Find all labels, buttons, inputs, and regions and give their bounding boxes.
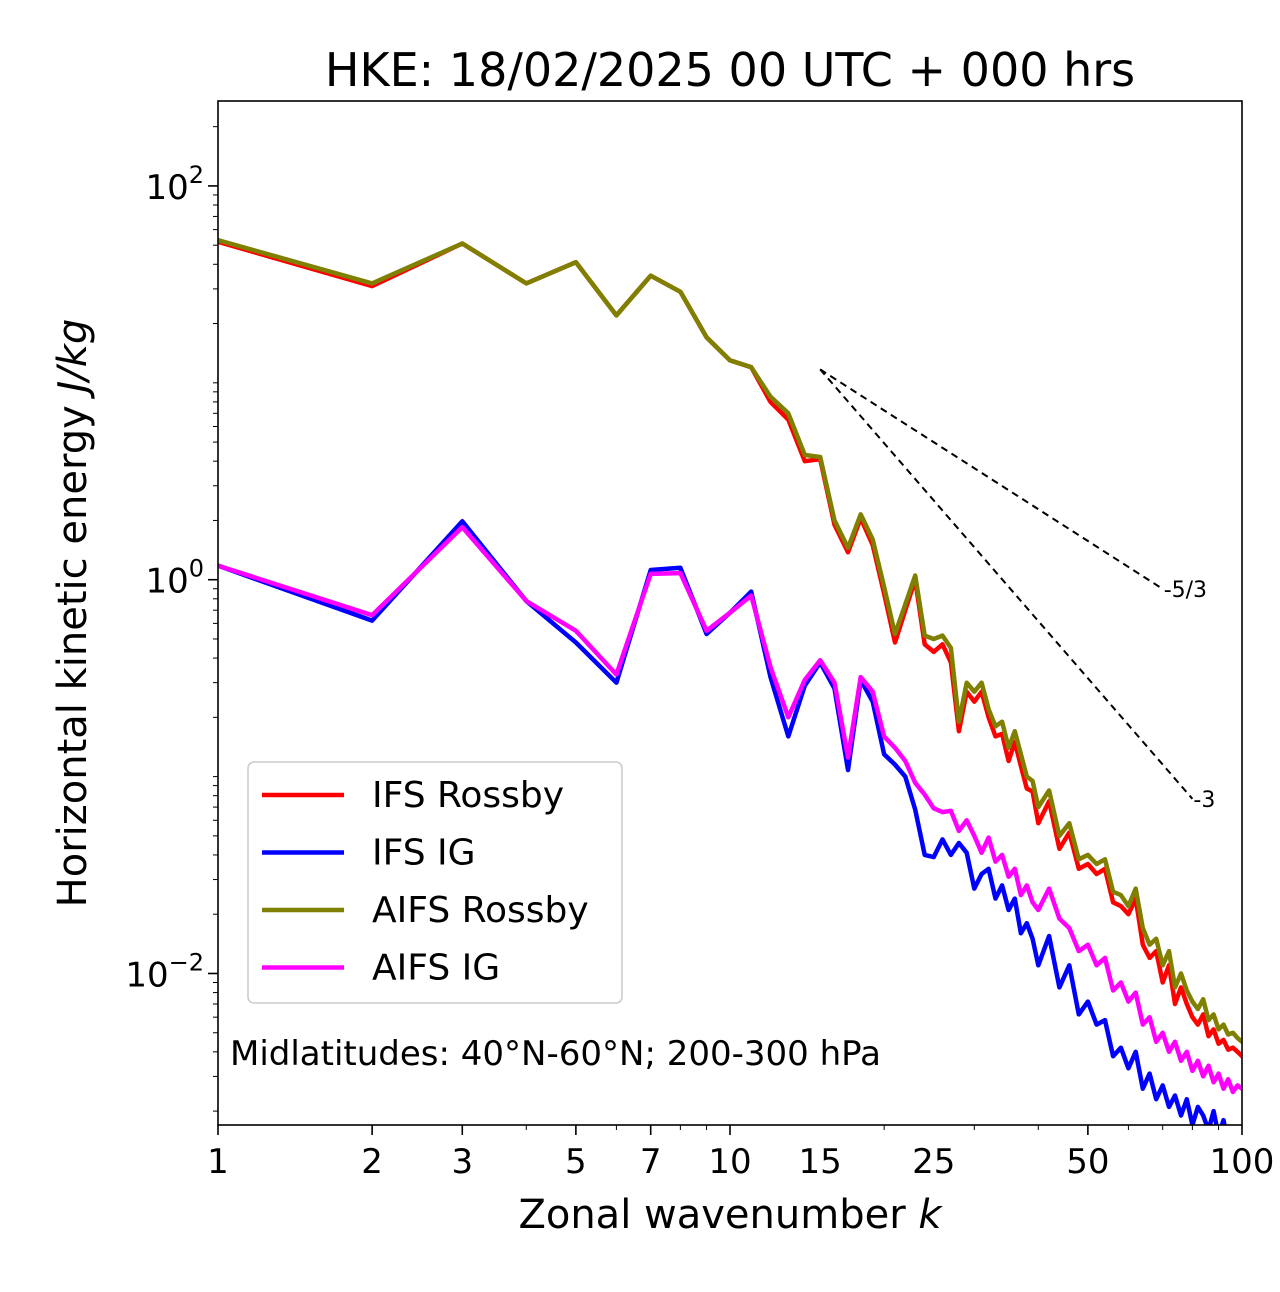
reference-line-label: -3 <box>1193 788 1215 813</box>
x-tick-label: 10 <box>708 1142 751 1182</box>
x-tick-label: 5 <box>565 1142 587 1182</box>
axis-ticks <box>208 126 1243 1135</box>
x-tick-label: 25 <box>912 1142 955 1182</box>
x-axis-label-text: Zonal wavenumber <box>518 1192 906 1238</box>
legend-box <box>247 761 623 1004</box>
region-annotation: Midlatitudes: 40°N-60°N; 200-300 hPa <box>230 1034 881 1074</box>
legend-label: AIFS Rossby <box>372 890 589 931</box>
x-tick-label: 3 <box>451 1142 473 1182</box>
reference-line-label: -5/3 <box>1164 578 1207 603</box>
reference-line <box>819 368 1164 590</box>
y-axis-label-text: Horizontal kinetic energy <box>50 405 96 907</box>
reference-line <box>819 368 1194 800</box>
reference-slope-labels: -5/3 -3 <box>1164 578 1216 813</box>
y-tick-label: 10−2 <box>125 948 204 995</box>
y-axis-label: Horizontal kinetic energy J/kg <box>50 319 96 908</box>
legend-label: AIFS IG <box>372 948 500 989</box>
y-tick-labels: 102 100 10−2 <box>125 161 204 996</box>
y-tick-label: 100 <box>145 555 204 602</box>
x-tick-label: 7 <box>640 1142 662 1182</box>
series-line <box>218 519 1227 1125</box>
legend-label: IFS Rossby <box>372 775 564 816</box>
x-tick-labels: 1 2 3 5 7 10 15 25 50 100 <box>207 1142 1274 1182</box>
series-lines <box>218 237 1242 1125</box>
legend: IFS Rossby IFS IG AIFS Rossby AIFS IG <box>247 761 623 1004</box>
x-tick-label: 2 <box>361 1142 383 1182</box>
x-tick-label: 15 <box>799 1142 842 1182</box>
legend-label: IFS IG <box>372 833 476 874</box>
x-tick-label: 1 <box>207 1142 229 1182</box>
series-line <box>218 524 1242 1095</box>
x-axis-label: Zonal wavenumber k <box>518 1192 943 1238</box>
series-line <box>218 239 1242 1059</box>
y-tick-label: 102 <box>145 161 204 208</box>
y-axis-label-unit: J/kg <box>50 319 96 400</box>
x-tick-label: 50 <box>1066 1142 1109 1182</box>
x-tick-label: 100 <box>1210 1142 1275 1182</box>
chart-title: HKE: 18/02/2025 00 UTC + 000 hrs <box>325 43 1135 97</box>
plot-frame <box>217 100 1243 1126</box>
reference-slope-lines <box>819 368 1194 800</box>
series-line <box>218 237 1242 1045</box>
x-axis-label-variable: k <box>918 1192 943 1238</box>
